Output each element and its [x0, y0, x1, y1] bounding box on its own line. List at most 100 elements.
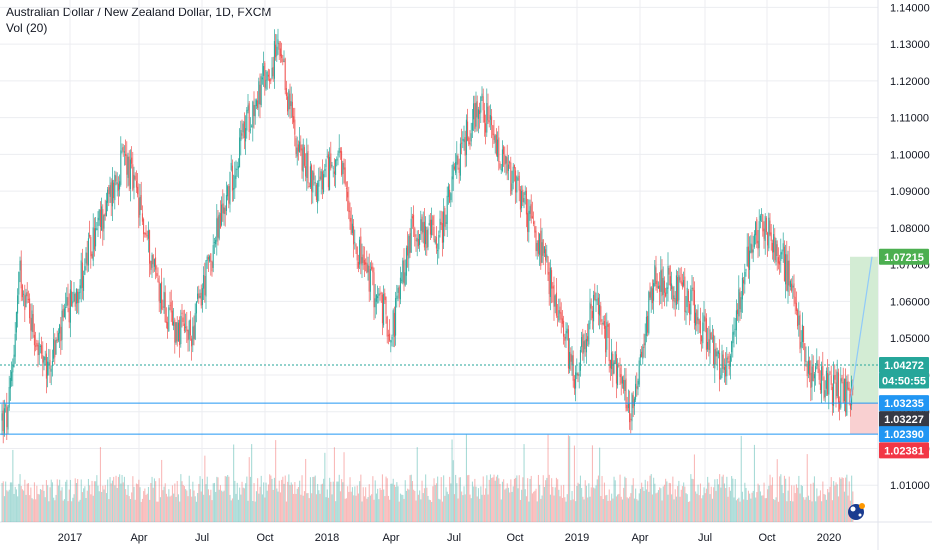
- volume-indicator-label[interactable]: Vol (20): [6, 21, 48, 35]
- candle-body: [21, 285, 23, 298]
- volume-bar: [470, 498, 472, 522]
- volume-bar: [528, 501, 530, 522]
- candle-body: [569, 351, 571, 369]
- candle-body: [3, 408, 5, 434]
- volume-bar: [806, 454, 808, 522]
- candle-body: [571, 355, 573, 366]
- volume-bar: [97, 485, 99, 522]
- candle-body: [197, 293, 199, 299]
- volume-bar: [431, 501, 433, 522]
- volume-bar: [367, 497, 369, 522]
- volume-bar: [86, 490, 88, 522]
- candle-body: [13, 354, 15, 368]
- volume-bar: [284, 475, 286, 522]
- candle-body: [786, 254, 788, 291]
- candle-body: [51, 361, 53, 367]
- volume-bar: [557, 479, 559, 522]
- candle-body: [117, 183, 119, 191]
- candle-body: [618, 365, 620, 366]
- candle-body: [24, 295, 26, 310]
- volume-bar: [540, 498, 542, 522]
- horizontal-lines[interactable]: [0, 364, 878, 435]
- candle-body: [546, 254, 548, 258]
- volume-bar: [210, 489, 212, 522]
- volume-bar: [834, 485, 836, 522]
- volume-bar: [29, 495, 31, 522]
- volume-bar: [437, 476, 439, 522]
- volume-bar: [433, 478, 435, 522]
- volume-bar: [599, 447, 601, 522]
- volume-bar: [333, 447, 335, 522]
- position-zones[interactable]: [850, 256, 878, 435]
- candle-body: [817, 364, 819, 369]
- volume-bar: [681, 486, 683, 522]
- volume-bar: [444, 495, 446, 522]
- x-tick-label: 2018: [315, 532, 339, 544]
- projection-line[interactable]: [849, 256, 873, 404]
- candle-body: [243, 121, 245, 138]
- candle-body: [633, 398, 635, 407]
- volume-bar: [239, 487, 241, 522]
- candle-body: [582, 334, 584, 354]
- candle-body: [807, 360, 809, 374]
- candle-body: [614, 351, 616, 364]
- volume-bar: [744, 482, 746, 522]
- volume-bar: [558, 489, 560, 522]
- volume-bar: [255, 491, 257, 522]
- candle-body: [525, 190, 527, 215]
- candle-body: [467, 121, 469, 141]
- volume-bar: [522, 477, 524, 522]
- candle-body: [451, 176, 453, 192]
- candle-body: [759, 215, 761, 221]
- volume-bar: [504, 489, 506, 522]
- candle-body: [704, 316, 706, 322]
- candle-body: [523, 197, 525, 203]
- candle-body: [536, 242, 538, 252]
- volume-bar: [493, 474, 495, 522]
- volume-bar: [531, 493, 533, 522]
- candle-body: [249, 129, 251, 131]
- candle-body: [464, 137, 466, 156]
- volume-bar: [501, 481, 503, 522]
- candle-body: [332, 167, 334, 169]
- candle-body: [446, 195, 448, 225]
- volume-bar: [619, 474, 621, 522]
- candle-body: [169, 305, 171, 307]
- volume-bar: [164, 483, 166, 522]
- candle-body: [846, 381, 848, 416]
- volume-bar: [297, 487, 299, 522]
- volume-bar: [396, 482, 398, 522]
- volume-bar: [638, 493, 640, 522]
- volume-bar: [576, 485, 578, 522]
- volume-bar: [138, 479, 140, 522]
- volume-bar: [597, 475, 599, 522]
- volume-bar: [452, 460, 454, 522]
- candle-body: [132, 164, 134, 190]
- volume-bar: [828, 492, 830, 522]
- candle-body: [398, 287, 400, 299]
- candle-body: [223, 207, 225, 215]
- time-axis[interactable]: 2017 Apr Jul Oct 2018 Apr Jul Oct 2019 Apr Jul Oct 2…: [58, 532, 841, 544]
- volume-bar: [413, 489, 415, 522]
- volume-bar: [457, 498, 459, 522]
- candle-body: [363, 259, 365, 265]
- volume-bar: [50, 479, 52, 522]
- candle-body: [474, 103, 476, 129]
- candle-body: [777, 257, 779, 264]
- volume-bar: [822, 481, 824, 522]
- x-tick-label: Jul: [447, 532, 461, 544]
- volume-bar: [81, 492, 83, 522]
- volume-bar: [335, 501, 337, 522]
- candle-body: [338, 147, 340, 154]
- candle-body: [269, 79, 271, 82]
- volume-bar: [753, 444, 755, 522]
- volume-bar: [673, 499, 675, 522]
- candle-body: [264, 62, 266, 88]
- price-label-box: [879, 356, 929, 373]
- candle-body: [390, 340, 392, 343]
- volume-bar: [123, 476, 125, 522]
- volume-bar: [575, 501, 577, 522]
- volume-bar: [302, 495, 304, 522]
- volume-bar: [614, 480, 616, 522]
